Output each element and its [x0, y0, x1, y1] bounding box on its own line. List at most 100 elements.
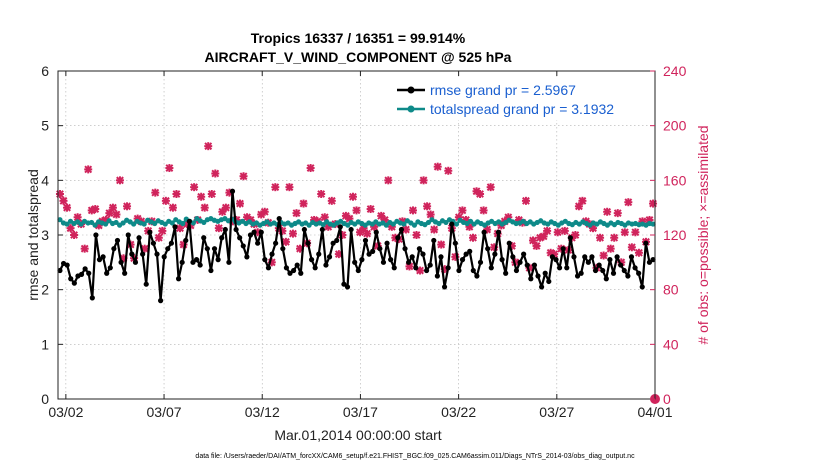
rmse-point — [384, 240, 390, 246]
assimilated-count-point — [476, 190, 485, 198]
assimilated-count-point — [73, 213, 82, 222]
x-axis-label: Mar.01,2014 00:00:00 start — [274, 427, 441, 443]
y-right-tick-label: 240 — [663, 63, 687, 79]
rmse-point — [556, 265, 563, 271]
rmse-point — [495, 229, 502, 235]
rmse-point — [535, 273, 541, 279]
rmse-point — [546, 278, 552, 285]
assimilated-count-point — [560, 226, 569, 235]
assimilated-count-point — [175, 224, 184, 233]
rmse-point — [251, 229, 257, 235]
rmse-point — [78, 271, 85, 277]
rmse-point — [143, 281, 149, 287]
rmse-point — [639, 284, 645, 290]
assimilated-count-point — [59, 196, 68, 205]
totalspread-point — [345, 222, 351, 228]
assimilated-count-point — [634, 248, 643, 257]
rmse-point — [183, 237, 189, 244]
rmse-point — [438, 254, 444, 260]
rmse-point — [362, 237, 369, 244]
rmse-point — [503, 270, 509, 276]
assimilated-count-point — [221, 203, 230, 212]
rmse-point — [125, 232, 131, 238]
rmse-point — [86, 270, 92, 276]
totalspread-point — [401, 221, 407, 227]
rmse-point — [373, 229, 379, 235]
rmse-point — [273, 240, 279, 246]
rmse-point — [632, 265, 638, 271]
assimilated-count-point — [649, 199, 658, 208]
rmse-point — [265, 265, 272, 271]
x-tick-label: 03/17 — [343, 404, 378, 420]
totalspread-point — [425, 219, 432, 226]
assimilated-count-point — [211, 169, 220, 178]
assimilated-count-point — [168, 203, 177, 212]
rmse-point — [301, 226, 307, 233]
totalspread-point — [64, 221, 70, 227]
legend-marker-rmse — [407, 86, 415, 94]
assimilated-count-point — [571, 231, 580, 239]
assimilated-count-point — [613, 209, 622, 218]
rmse-point — [258, 229, 264, 235]
rmse-point — [488, 265, 494, 271]
legend-label-rmse: rmse grand pr = 2.5967 — [430, 82, 576, 98]
rmse-point — [420, 251, 426, 257]
assimilated-count-point — [574, 202, 583, 211]
rmse-point — [161, 254, 167, 260]
rmse-point — [510, 254, 516, 260]
assimilated-count-point — [458, 206, 467, 215]
rmse-point — [308, 257, 315, 263]
totalspread-point — [453, 221, 460, 227]
assimilated-count-point — [214, 224, 223, 233]
rmse-point — [517, 259, 523, 265]
rmse-point — [111, 246, 117, 252]
totalspread-point — [443, 219, 449, 226]
rmse-point — [190, 259, 196, 265]
rmse-point — [585, 259, 591, 265]
rmse-point — [172, 224, 178, 230]
y-right-tick-label: 160 — [663, 172, 687, 188]
rmse-point — [643, 240, 649, 246]
rmse-point — [276, 216, 282, 222]
assimilated-count-point — [154, 233, 163, 242]
x-tick-label: 03/12 — [245, 404, 280, 420]
rmse-point — [240, 243, 246, 249]
assimilated-count-point — [423, 202, 432, 211]
y-tick-label: 2 — [41, 282, 49, 298]
footnote: data file: /Users/raeder/DAI/ATM_forcXX/… — [195, 453, 635, 460]
legend-box — [392, 78, 650, 120]
rmse-point — [68, 276, 74, 282]
rmse-point — [193, 257, 200, 263]
rmse-point — [467, 248, 473, 254]
assimilated-count-point — [197, 192, 206, 201]
rmse-point — [330, 240, 336, 246]
assimilated-count-point — [190, 183, 199, 192]
rmse-point — [423, 267, 430, 274]
rmse-point — [636, 270, 642, 276]
rmse-point — [305, 240, 311, 246]
assimilated-count-point — [55, 190, 64, 198]
rmse-point — [445, 265, 451, 271]
chart-title: Tropics 16337 / 16351 = 99.914% — [251, 30, 466, 46]
totalspread-point — [57, 217, 63, 223]
rmse-point — [262, 257, 268, 263]
rmse-point — [539, 284, 545, 290]
rmse-point — [434, 273, 440, 279]
totalspread-point — [92, 222, 98, 228]
totalspread-point — [320, 222, 326, 228]
totalspread-point — [131, 221, 137, 227]
assimilated-count-point — [426, 210, 435, 219]
rmse-point — [524, 262, 530, 268]
assimilated-count-point — [317, 190, 326, 198]
assimilated-count-point — [352, 206, 361, 215]
y-axis-label-right: # of obs: o=possible; ×=assimilated — [695, 125, 711, 344]
rmse-point — [492, 251, 498, 257]
rmse-point — [618, 262, 624, 268]
rmse-point — [352, 259, 358, 265]
rmse-point — [441, 284, 448, 290]
rmse-point — [625, 273, 631, 279]
rmse-point — [646, 259, 653, 265]
rmse-point — [395, 235, 401, 241]
rmse-point — [610, 270, 617, 276]
rmse-point — [348, 226, 354, 233]
